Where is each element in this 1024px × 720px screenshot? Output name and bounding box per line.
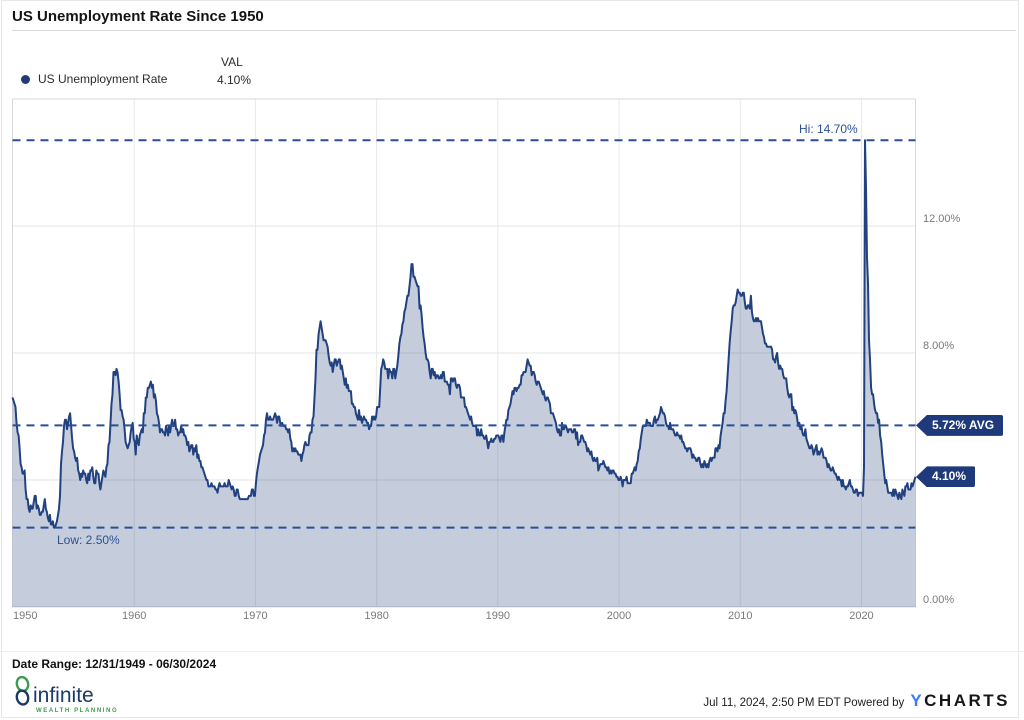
area-fill xyxy=(12,140,916,608)
timestamp-label: Jul 11, 2024, 2:50 PM EDT Powered by xyxy=(703,697,905,709)
ycharts-logo: YCHARTS xyxy=(910,691,1010,711)
x-tick-label: 2010 xyxy=(728,610,753,622)
ycharts-y: Y xyxy=(910,691,925,710)
legend-val-header: VAL xyxy=(221,55,243,69)
y-tick-label: 8.00% xyxy=(923,340,955,352)
avg-value-badge: 5.72% AVG xyxy=(916,414,1004,436)
infinity-glyph-icon xyxy=(15,676,30,706)
x-tick-label: 1960 xyxy=(121,610,147,622)
page-title: US Unemployment Rate Since 1950 xyxy=(12,8,264,25)
timestamp-row: Jul 11, 2024, 2:50 PM EDT Powered by YCH… xyxy=(703,691,1010,711)
plot-border xyxy=(12,98,916,608)
x-tick-label: 1990 xyxy=(485,610,511,622)
legend-series-dot-icon xyxy=(21,75,30,84)
x-tick-label: 1980 xyxy=(364,610,389,622)
infinite-wealth-planning-logo: infinite WEALTH PLANNING xyxy=(14,676,134,714)
x-tick-label: 1970 xyxy=(243,610,268,622)
hi-annotation: Hi: 14.70% xyxy=(799,122,858,137)
y-tick-label: 0.00% xyxy=(923,594,955,606)
x-tick-label: 2000 xyxy=(606,610,632,622)
legend-series-label: US Unemployment Rate xyxy=(38,72,168,86)
low-annotation: Low: 2.50% xyxy=(57,532,120,547)
title-divider xyxy=(12,30,1016,31)
y-tick-label: 12.00% xyxy=(923,213,961,225)
footer-divider xyxy=(0,651,1024,652)
x-tick-label: 1950 xyxy=(13,610,38,622)
latest-value-badge: 4.10% xyxy=(916,466,976,488)
logo-subtitle: WEALTH PLANNING xyxy=(36,708,119,714)
series-line xyxy=(11,139,917,529)
ycharts-charts: CHARTS xyxy=(924,691,1010,710)
date-range-label: Date Range: 12/31/1949 - 06/30/2024 xyxy=(12,657,217,671)
logo-wordmark: infinite xyxy=(33,684,94,707)
x-tick-label: 2020 xyxy=(849,610,874,622)
legend-current-value: 4.10% xyxy=(217,73,252,87)
